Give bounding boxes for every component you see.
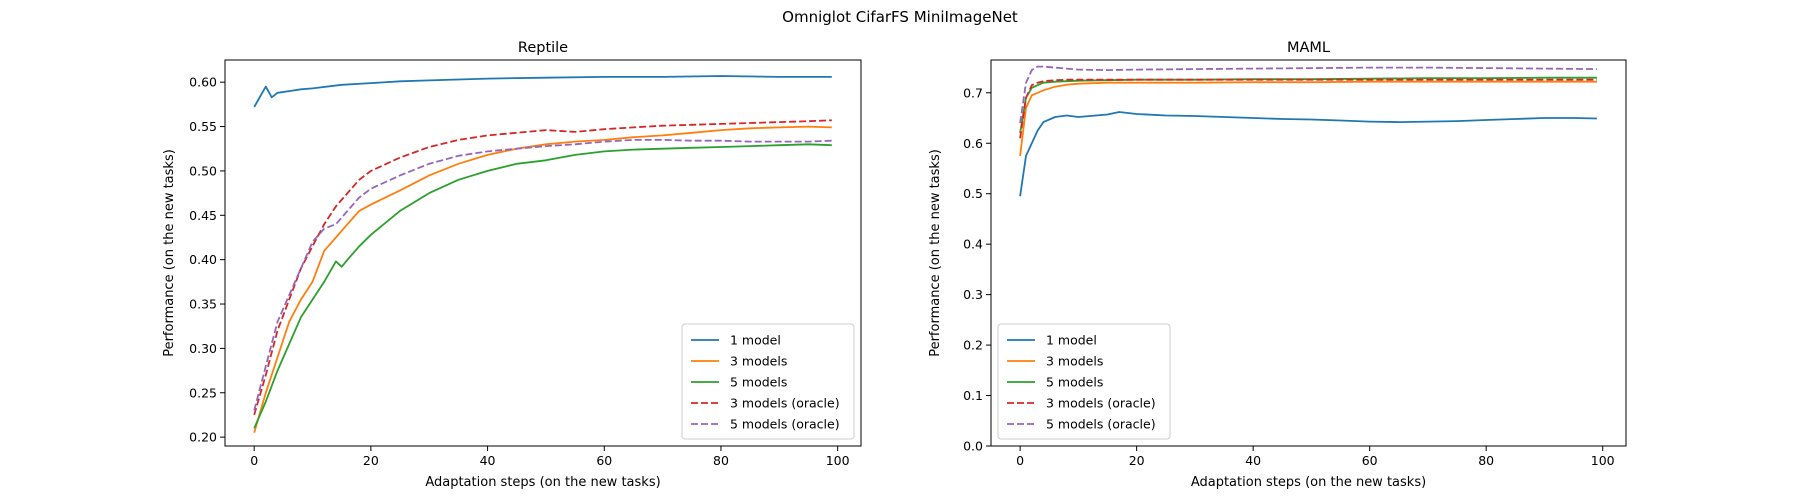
x-tick-label: 20 [363, 453, 379, 468]
legend-label: 5 models (oracle) [1046, 417, 1156, 432]
y-tick-label: 0.2 [963, 338, 983, 353]
legend-label: 5 models [730, 375, 787, 390]
legend: 1 model 3 models 5 models 3 models (oracle)… [681, 323, 855, 440]
series-group [1019, 65, 1597, 197]
series-line-5-models-oracle [253, 138, 832, 411]
y-tick-label: 0.45 [189, 208, 217, 223]
x-tick-label: 80 [713, 453, 729, 468]
plot-frame [990, 59, 1627, 447]
series-line-3-models [1019, 80, 1597, 157]
series-line-1-model [253, 75, 832, 108]
y-tick-label: 0.30 [189, 341, 217, 356]
series-line-3-models-oracle [253, 119, 832, 416]
series-line-1-model [1019, 111, 1597, 197]
legend-label: 3 models [1046, 354, 1103, 369]
y-tick-label: 0.60 [189, 75, 217, 90]
y-tick-label: 0.55 [189, 119, 217, 134]
legend-label: 3 models (oracle) [730, 396, 840, 411]
x-tick-label: 80 [1478, 453, 1494, 468]
y-tick-label: 0.4 [963, 237, 983, 252]
legend-label: 5 models (oracle) [730, 417, 840, 432]
x-axis-label: Adaptation steps (on the new tasks) [1191, 475, 1426, 490]
x-tick-label: 100 [826, 453, 850, 468]
chart-title: MAML [1287, 40, 1330, 56]
y-tick-label: 0.3 [963, 287, 983, 302]
x-tick-label: 20 [1129, 453, 1145, 468]
y-tick-label: 0.6 [963, 136, 983, 151]
x-tick-label: 60 [596, 453, 612, 468]
y-tick-label: 0.0 [963, 439, 983, 454]
y-tick-label: 0.20 [189, 430, 217, 445]
legend-label: 3 models [730, 354, 787, 369]
y-tick-label: 0.25 [189, 385, 217, 400]
legend-frame [997, 323, 1171, 440]
figure-suptitle: Omniglot CifarFS MiniImageNet [782, 8, 1018, 26]
series-line-5-models [1019, 76, 1597, 134]
y-tick-label: 0.1 [963, 388, 983, 403]
y-tick-label: 0.50 [189, 163, 217, 178]
chart-title: Reptile [518, 40, 568, 56]
legend-frame [681, 323, 855, 440]
series-line-5-models [253, 143, 832, 429]
y-tick-label: 0.35 [189, 297, 217, 312]
x-tick-label: 60 [1362, 453, 1378, 468]
x-tick-label: 40 [1245, 453, 1261, 468]
series-group [253, 75, 832, 433]
y-axis-label: Performance (on the new tasks) [162, 149, 177, 357]
y-tick-label: 0.5 [963, 186, 983, 201]
legend-label: 3 models (oracle) [1046, 396, 1156, 411]
legend-label: 1 model [730, 333, 781, 348]
chart-panel-0: Reptile 0 20 40 60 80 100 0.20 0.25 0.30 0.35 0.40 0… [162, 40, 862, 490]
plot-frame [224, 59, 862, 447]
series-line-3-models [253, 125, 832, 433]
x-tick-label: 0 [1016, 453, 1024, 468]
legend: 1 model 3 models 5 models 3 models (oracle)… [997, 323, 1171, 440]
x-tick-label: 0 [250, 453, 258, 468]
y-tick-label: 0.40 [189, 252, 217, 267]
series-line-5-models-oracle [1019, 65, 1597, 124]
y-axis-label: Performance (on the new tasks) [928, 149, 943, 357]
series-line-3-models-oracle [1019, 78, 1597, 139]
x-tick-label: 100 [1591, 453, 1615, 468]
x-axis-label: Adaptation steps (on the new tasks) [425, 475, 660, 490]
x-tick-label: 40 [480, 453, 496, 468]
legend-label: 5 models [1046, 375, 1103, 390]
chart-panel-1: MAML 0 20 40 60 80 100 0.0 0.1 0.2 0.3 0.4 0.5 0.6 0.7… [928, 40, 1627, 490]
y-tick-label: 0.7 [963, 85, 983, 100]
legend-label: 1 model [1046, 333, 1097, 348]
